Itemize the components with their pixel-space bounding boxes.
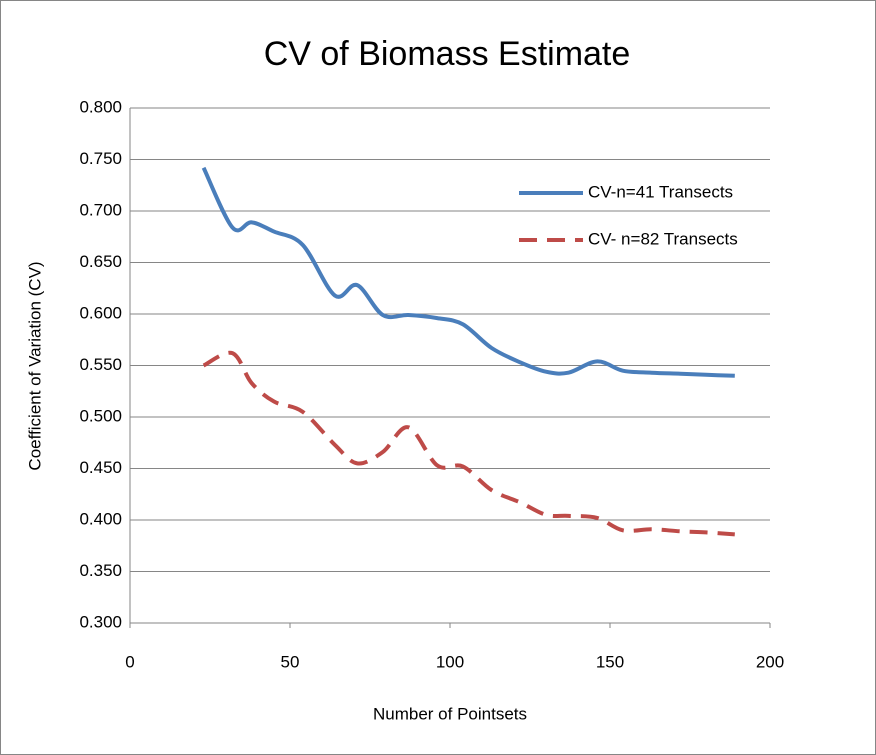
x-tick-label: 50 — [281, 652, 300, 671]
y-tick-label: 0.500 — [79, 406, 122, 425]
y-axis-label: Coefficient of Variation (CV) — [25, 261, 44, 470]
x-tick-label: 200 — [756, 652, 784, 671]
y-tick-label: 0.350 — [79, 561, 122, 580]
chart-title: CV of Biomass Estimate — [264, 35, 631, 73]
y-tick-label: 0.450 — [79, 458, 122, 477]
y-tick-label: 0.750 — [79, 149, 122, 168]
y-tick-label: 0.600 — [79, 303, 122, 322]
y-tick-label: 0.550 — [79, 355, 122, 374]
x-axis-label: Number of Pointsets — [373, 704, 527, 723]
x-tick-label: 0 — [125, 652, 134, 671]
y-tick-label: 0.800 — [79, 97, 122, 116]
y-tick-label: 0.650 — [79, 252, 122, 271]
y-tick-label: 0.700 — [79, 200, 122, 219]
y-tick-label: 0.300 — [79, 612, 122, 631]
legend-label: CV- n=82 Transects — [588, 229, 738, 248]
series-line — [202, 350, 735, 537]
series-line — [201, 166, 735, 378]
y-tick-label: 0.400 — [79, 509, 122, 528]
x-tick-label: 150 — [596, 652, 624, 671]
x-tick-label: 100 — [436, 652, 464, 671]
legend-label: CV-n=41 Transects — [588, 182, 733, 201]
